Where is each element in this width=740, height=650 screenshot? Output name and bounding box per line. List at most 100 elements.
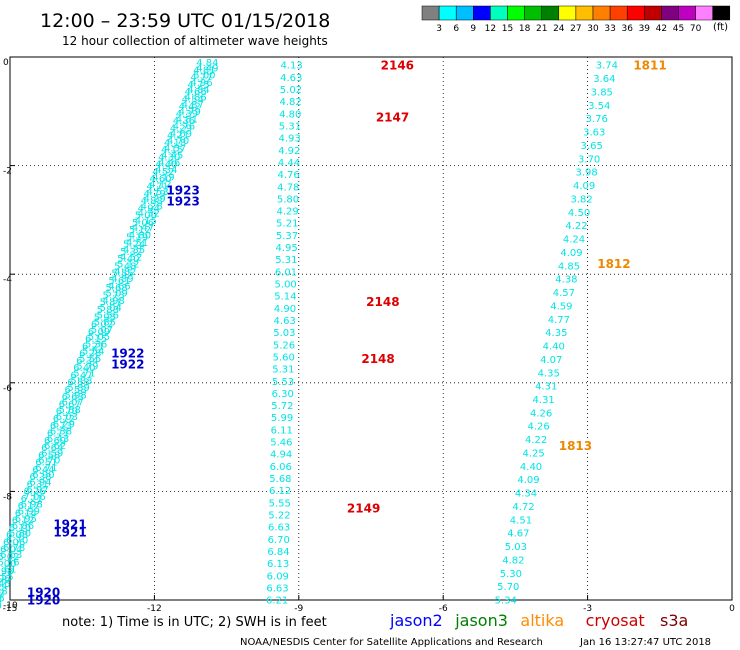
colorbar-label: 6 bbox=[453, 24, 459, 34]
wave-height-value: 5.02 bbox=[280, 85, 302, 96]
wave-height-value: 5.94 bbox=[0, 581, 8, 592]
x-tick-label: 0 bbox=[729, 604, 735, 614]
chart-title: 12:00 – 23:59 UTC 01/15/2018 bbox=[40, 10, 330, 32]
wave-height-value: 3.65 bbox=[581, 141, 603, 152]
wave-height-value: 4.34 bbox=[515, 489, 537, 500]
wave-height-value: 5.14 bbox=[274, 292, 296, 303]
wave-height-value: 4.50 bbox=[568, 208, 590, 219]
colorbar-label: 27 bbox=[570, 24, 581, 34]
footer-credit: NOAA/NESDIS Center for Satellite Applica… bbox=[240, 637, 543, 648]
wave-height-value: 6.11 bbox=[271, 425, 293, 436]
colorbar-label: 3 bbox=[436, 24, 442, 34]
wave-height-value: 4.13 bbox=[280, 61, 302, 72]
wave-height-value: 4.09 bbox=[560, 248, 582, 259]
wave-height-value: 6.09 bbox=[88, 327, 110, 338]
wave-height-value: 4.69 bbox=[170, 129, 192, 140]
wave-height-value: 5.95 bbox=[94, 312, 116, 323]
wave-height-value: 6.38 bbox=[0, 586, 8, 597]
wave-height-value: 4.80 bbox=[279, 109, 301, 120]
wave-height-value: 5.48 bbox=[114, 261, 136, 272]
wave-height-value: 4.60 bbox=[149, 174, 171, 185]
colorbar-swatch bbox=[455, 5, 474, 21]
colorbar-swatch bbox=[558, 5, 577, 21]
plot-frame bbox=[9, 56, 733, 601]
wave-height-value: 5.00 bbox=[135, 211, 157, 222]
wave-height-value: 4.32 bbox=[138, 209, 160, 220]
wave-height-value: 4.81 bbox=[193, 65, 215, 76]
wave-height-value: 6.45 bbox=[0, 579, 11, 590]
wave-height-value: 6.63 bbox=[268, 523, 290, 534]
wave-height-value: 6.12 bbox=[269, 486, 291, 497]
wave-height-value: 4.22 bbox=[525, 435, 547, 446]
wave-height-value: 4.40 bbox=[543, 342, 565, 353]
wave-height-value: 6.09 bbox=[267, 571, 289, 582]
wave-height-value: 6.06 bbox=[3, 537, 25, 548]
wave-height-value: 4.86 bbox=[185, 92, 207, 103]
y-tick-label: -2 bbox=[3, 167, 12, 177]
wave-height-value: 6.71 bbox=[35, 463, 57, 474]
wave-height-value: 4.78 bbox=[277, 182, 299, 193]
wave-height-value: 4.82 bbox=[502, 555, 524, 566]
legend-jason3: jason3 bbox=[454, 611, 508, 630]
wave-height-value: 4.67 bbox=[507, 529, 529, 540]
wave-height-value: 5.56 bbox=[97, 310, 119, 321]
colorbar-unit: (ft) bbox=[713, 22, 728, 33]
wave-height-value: 4.54 bbox=[182, 94, 204, 105]
wave-height-value: 4.47 bbox=[132, 223, 154, 234]
wave-height-value: 4.71 bbox=[146, 181, 168, 192]
wave-height-value: 4.77 bbox=[190, 73, 212, 84]
pass-time-label: 2148 bbox=[366, 295, 399, 309]
wave-height-value: 6.02 bbox=[0, 552, 19, 563]
wave-height-value: 4.77 bbox=[548, 315, 570, 326]
satellite-legend: jason2 jason3 altika cryosat s3a bbox=[389, 611, 688, 630]
wave-height-value: 5.03 bbox=[273, 328, 295, 339]
wave-height-value: 5.37 bbox=[276, 231, 298, 242]
wave-height-value: 4.93 bbox=[278, 134, 300, 145]
legend-jason2: jason2 bbox=[389, 611, 443, 630]
wave-height-value: 3.54 bbox=[588, 101, 610, 112]
wave-height-value: 5.71 bbox=[73, 369, 95, 380]
wave-height-value: 5.53 bbox=[272, 377, 294, 388]
wave-height-value: 6.56 bbox=[0, 557, 19, 568]
x-tick-label: -6 bbox=[439, 604, 448, 614]
wave-height-value: 6.00 bbox=[0, 559, 17, 570]
wave-height-value: 4.94 bbox=[138, 203, 160, 214]
wave-height-value: 6.71 bbox=[47, 428, 69, 439]
colorbar-label: 33 bbox=[604, 24, 615, 34]
wave-height-value: 5.60 bbox=[273, 352, 295, 363]
wave-height-value: 4.66 bbox=[185, 87, 207, 98]
wave-height-value: 6.17 bbox=[18, 501, 40, 512]
x-tick-label: -15 bbox=[3, 604, 18, 614]
wave-height-value: 4.42 bbox=[179, 102, 201, 113]
wave-height-value: 4.75 bbox=[187, 80, 209, 91]
wave-height-value: 4.53 bbox=[146, 187, 168, 198]
wave-height-value: 4.29 bbox=[277, 207, 299, 218]
wave-height-value: 6.06 bbox=[270, 462, 292, 473]
wave-height-value: 6.38 bbox=[29, 472, 51, 483]
colorbar-label: 18 bbox=[519, 24, 531, 34]
wave-height-value: 4.39 bbox=[176, 109, 198, 120]
wave-height-value: 4.21 bbox=[167, 131, 189, 142]
wave-height-value: 4.52 bbox=[152, 167, 174, 178]
colorbar-swatch bbox=[626, 5, 645, 21]
wave-height-value: 6.12 bbox=[12, 516, 34, 527]
wave-height-value: 4.88 bbox=[141, 196, 163, 207]
wave-height-value: 6.43 bbox=[47, 434, 69, 445]
wave-height-value: 4.96 bbox=[190, 78, 212, 89]
wave-height-value: 6.63 bbox=[0, 550, 22, 561]
wave-height-value: 3.74 bbox=[596, 61, 618, 72]
colorbar-swatch bbox=[644, 5, 662, 21]
wave-height-value: 6.63 bbox=[62, 392, 84, 403]
wave-height-value: 4.70 bbox=[167, 136, 189, 147]
wave-height-value: 5.46 bbox=[270, 438, 292, 449]
wave-height-value: 3.64 bbox=[593, 74, 615, 85]
wave-height-value: 6.30 bbox=[272, 389, 294, 400]
axis-ticks: -15 -12 -9 -6 -3 0 0 -2 -4 -6 -8 -10 bbox=[3, 56, 735, 614]
colorbar-swatch bbox=[695, 5, 713, 21]
wave-height-value: 4.31 bbox=[535, 382, 557, 393]
wave-height-value: 5.92 bbox=[0, 588, 5, 599]
footer-timestamp: Jan 16 13:27:47 UTC 2018 bbox=[579, 637, 711, 648]
wave-height-value: 4.24 bbox=[563, 235, 585, 246]
wave-height-value: 4.26 bbox=[530, 408, 552, 419]
wave-height-value: 4.45 bbox=[161, 151, 183, 162]
